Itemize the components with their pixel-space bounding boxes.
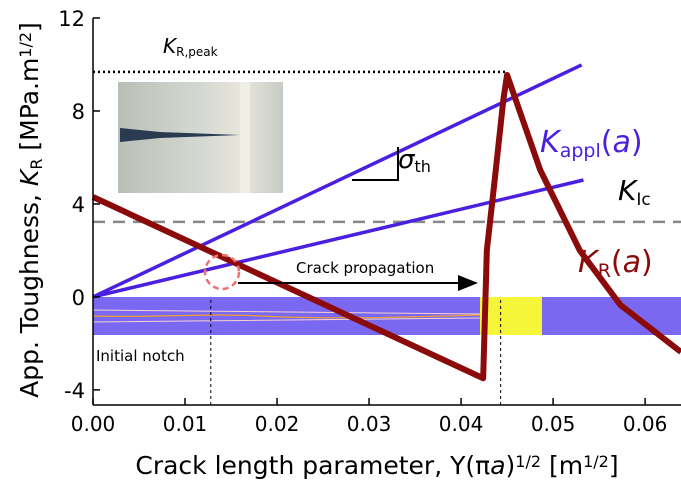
text-part: appl	[560, 140, 601, 162]
text-part: K	[540, 125, 562, 160]
inset-photo-band	[240, 82, 250, 193]
x-axis-label: Crack length parameter, Y(πa)1/2 [m1/2]	[135, 451, 618, 480]
chart: -4048120.000.010.020.030.040.050.06Crack…	[0, 0, 681, 488]
text-part: a	[612, 125, 630, 160]
text-part: (	[601, 125, 613, 160]
x-tick-label: 0.03	[347, 412, 392, 436]
y-tick-label: 4	[72, 193, 85, 217]
y-tick-label: 0	[72, 286, 85, 310]
annotation: KIc	[618, 174, 651, 210]
text-part: R	[27, 159, 46, 170]
x-tick-label: 0.05	[531, 412, 576, 436]
specimen-crack-zone	[480, 297, 542, 335]
x-tick-label: 0.00	[71, 412, 116, 436]
text-part: a	[623, 245, 641, 280]
text-part: a	[490, 451, 505, 480]
text-part: Initial notch	[96, 347, 185, 365]
text-part: R	[598, 260, 611, 282]
text-part: [MPa.m	[15, 58, 44, 159]
text-part: 1/2	[515, 452, 541, 471]
y-tick-label: 8	[72, 100, 85, 124]
x-tick-label: 0.01	[163, 412, 208, 436]
annotation: Kappl(a)	[540, 125, 643, 162]
background-layer	[93, 82, 681, 335]
data-line	[93, 180, 583, 297]
x-tick-label: 0.02	[255, 412, 300, 436]
text-part: th	[414, 157, 430, 176]
text-part: (	[611, 245, 623, 280]
annotation: KR,peak	[163, 34, 218, 59]
text-part: Crack propagation	[296, 259, 434, 277]
x-tick-label: 0.06	[623, 412, 668, 436]
text-part: )	[641, 245, 653, 280]
annotation: Crack propagation	[296, 259, 434, 277]
text-part: ]	[609, 451, 619, 480]
text-part: 1/2	[583, 452, 609, 471]
text-part: [m	[541, 451, 583, 480]
y-tick-label: 12	[58, 7, 85, 31]
text-part: σ	[398, 145, 416, 175]
text-part: 1/2	[16, 32, 35, 58]
text-part: R,peak	[176, 45, 218, 59]
text-part: App. Toughness,	[15, 186, 44, 398]
text-part: Ic	[636, 190, 650, 210]
text-part: π	[475, 451, 490, 480]
text-part: )	[631, 125, 643, 160]
annotation: σth	[398, 145, 431, 176]
text-part: )	[506, 451, 516, 480]
annotation: Initial notch	[96, 347, 185, 365]
text-part: ]	[15, 22, 44, 32]
annotation: KR(a)	[578, 245, 653, 282]
y-tick-label: -4	[64, 379, 85, 403]
x-tick-label: 0.04	[439, 412, 484, 436]
y-axis-label: App. Toughness, KR [MPa.m1/2]	[15, 22, 46, 398]
text-part: Crack length parameter, Y(	[135, 451, 475, 480]
text-part: K	[578, 245, 600, 280]
